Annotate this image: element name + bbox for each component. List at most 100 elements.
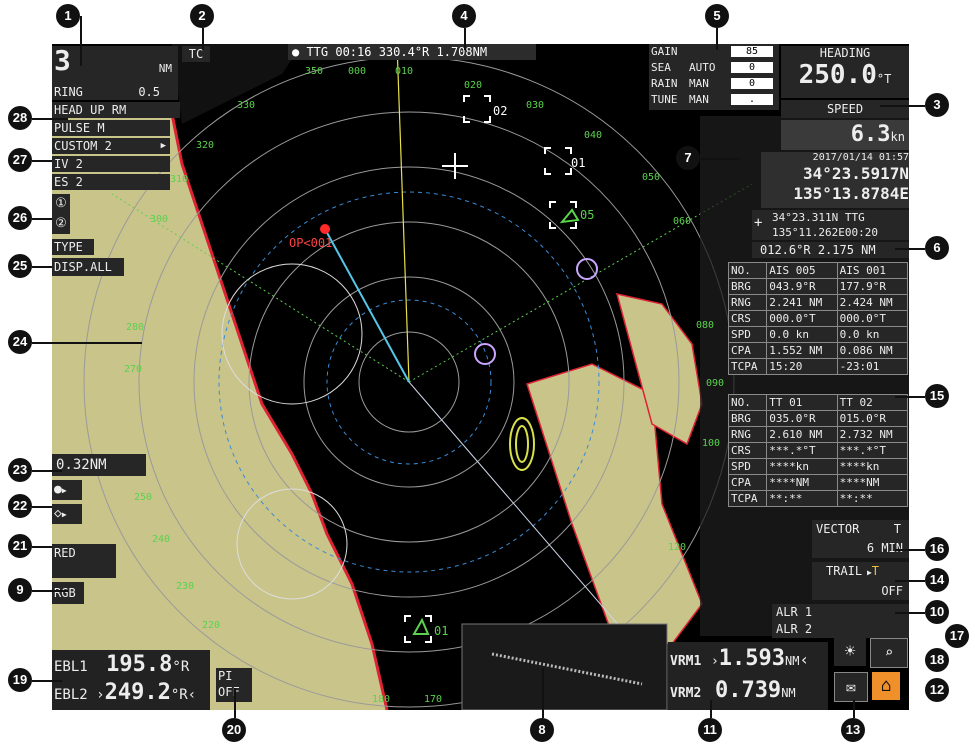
table-row[interactable]: BRG 035.0°R 015.0°R <box>727 410 909 427</box>
callout-23: 23 <box>8 458 32 482</box>
trail-panel[interactable]: TRAIL ▶T OFF <box>812 562 909 600</box>
gain-row-label: SEA <box>651 61 671 74</box>
table-cell: ****NM <box>836 474 909 491</box>
target-symbol-select[interactable]: ●▶ <box>52 480 82 500</box>
leader-line <box>895 396 925 398</box>
table-cell: ****kn <box>766 458 838 475</box>
bearing-label: 030 <box>526 100 545 111</box>
bearing-label: 250 <box>134 492 153 503</box>
leader-line <box>700 158 740 160</box>
alert-panel[interactable]: ALR 1 ALR 2 <box>772 604 909 638</box>
parallel-index[interactable]: PI OFF <box>216 668 252 702</box>
radar-display[interactable]: 350 000 010 020 030 040 050 060 330 320 310 300 280 2… <box>52 44 909 710</box>
table-row[interactable]: TCPA **:** **:** <box>727 490 909 507</box>
table-cell: 1.552 NM <box>766 342 838 359</box>
table-cell: BRG <box>727 410 768 427</box>
gain-row-label: TUNE <box>651 93 678 106</box>
callout-4: 4 <box>452 4 476 28</box>
leader-line <box>32 590 68 592</box>
gain-row-mode: MAN <box>689 93 709 106</box>
target-label-02: 02 <box>493 104 508 118</box>
interference-rejection[interactable]: IV 2 <box>52 156 170 172</box>
waypoint-label: OP<001 <box>289 236 333 250</box>
gain-row[interactable]: RAIN MAN 0 <box>649 76 779 92</box>
table-cell: RNG <box>727 426 768 443</box>
bearing-label: 220 <box>202 620 221 631</box>
table-row[interactable]: CPA 1.552 NM 0.086 NM <box>727 342 909 359</box>
pulse-length[interactable]: PULSE M <box>52 120 170 136</box>
callout-20: 20 <box>222 718 246 742</box>
shape-select[interactable]: ◇▶ <box>52 504 82 524</box>
leader-line <box>32 680 62 682</box>
vector-panel[interactable]: VECTOR T 6 MIN <box>812 520 909 558</box>
gain-row[interactable]: SEA AUTO 0 <box>649 60 779 76</box>
layer-icons[interactable]: ① ② <box>52 194 70 234</box>
mode-tag[interactable]: TC <box>182 46 210 62</box>
table-cell: SPD <box>727 326 768 343</box>
cursor-position: + 34°23.311N TTG 135°11.262E00:20 <box>752 210 909 240</box>
table-row[interactable]: SPD 0.0 kn 0.0 kn <box>727 326 909 343</box>
ebl-panel[interactable]: EBL1 195.8°R EBL2 ›249.2°R‹ <box>52 650 210 710</box>
target-label-01b: 01 <box>434 624 449 638</box>
table-row[interactable]: BRG 043.9°R 177.9°R <box>727 278 909 295</box>
leader-line <box>716 28 718 50</box>
table-row[interactable]: TCPA 15:20 -23:01 <box>727 358 909 375</box>
callout-22: 22 <box>8 494 32 518</box>
bearing-label: 240 <box>152 534 171 545</box>
presentation-mode[interactable]: HEAD UP RM <box>52 102 180 118</box>
bearing-label: 000 <box>348 66 367 77</box>
bearing-label: 080 <box>696 320 715 331</box>
display-all-button[interactable]: DISP.ALL <box>52 258 124 276</box>
range-scale-box[interactable]: 0.32NM <box>52 454 146 476</box>
land-top <box>172 44 302 124</box>
table-row[interactable]: CPA ****NM ****NM <box>727 474 909 491</box>
screenshot-button[interactable]: ⌕ <box>870 638 908 668</box>
bell-icon: ⌂ <box>880 675 892 696</box>
table-cell: SPD <box>727 458 768 475</box>
ais-target-table[interactable]: NO. AIS 005 AIS 001 BRG 043.9°R 177.9°R RNG 2.2… <box>727 262 909 375</box>
message-button[interactable]: ✉ <box>834 672 868 702</box>
bearing-label: 330 <box>237 100 256 111</box>
callout-10: 10 <box>925 600 949 624</box>
range-box[interactable]: 3 NM <box>52 46 178 84</box>
ring-box[interactable]: RING 0.5 <box>52 84 178 100</box>
table-row[interactable]: CRS 000.0°T 000.0°T <box>727 310 909 327</box>
table-row[interactable]: RNG 2.241 NM 2.424 NM <box>727 294 909 311</box>
vrm-panel[interactable]: VRM1 ›1.593NM‹ VRM2 0.739NM <box>668 642 828 710</box>
color-red-box[interactable]: RED <box>52 544 116 578</box>
brightness-button[interactable]: ☀ <box>834 638 866 666</box>
table-cell: 035.0°R <box>766 410 838 427</box>
gain-row[interactable]: TUNE MAN. <box>649 92 779 108</box>
callout-6: 6 <box>925 236 949 260</box>
table-row[interactable]: RNG 2.610 NM 2.732 NM <box>727 426 909 443</box>
bearing-label: 180 <box>372 694 391 705</box>
table-cell: 000.0°T <box>766 310 838 327</box>
bearing-label: 300 <box>150 214 169 225</box>
leader-line <box>853 700 855 718</box>
table-cell: BRG <box>727 278 768 295</box>
table-cell: ***.*°T <box>766 442 838 459</box>
gain-panel[interactable]: GAIN 85 SEA AUTO 0 RAIN MAN 0 TUNE MAN. <box>649 44 779 110</box>
callout-19: 19 <box>8 668 32 692</box>
gain-row-label: RAIN <box>651 77 678 90</box>
gain-row[interactable]: GAIN 85 <box>649 44 779 60</box>
tt-target-table[interactable]: NO. TT 01 TT 02 BRG 035.0°R 015.0°R RNG 2.610 N… <box>727 394 909 507</box>
table-cell: 043.9°R <box>766 278 838 295</box>
leader-line <box>32 160 52 162</box>
table-header: NO. <box>727 262 768 279</box>
table-row[interactable]: SPD ****kn ****kn <box>727 458 909 475</box>
table-row[interactable]: CRS ***.*°T ***.*°T <box>727 442 909 459</box>
callout-25: 25 <box>8 254 32 278</box>
leader-line <box>464 28 466 50</box>
cursor-cross-icon: + <box>754 215 763 231</box>
echo-stretch[interactable]: ES 2 <box>52 174 170 190</box>
table-cell: 2.610 NM <box>766 426 838 443</box>
custom-mode[interactable]: CUSTOM 2 ▶ <box>52 138 170 154</box>
rgb-box[interactable]: RGB <box>52 582 84 604</box>
table-cell: 15:20 <box>766 358 838 375</box>
callout-14: 14 <box>925 568 949 592</box>
callout-16: 16 <box>925 537 949 561</box>
bearing-label: 170 <box>424 694 443 705</box>
alarm-ack-button[interactable]: ⌂ <box>872 672 900 700</box>
bearing-label: 350 <box>305 66 324 77</box>
